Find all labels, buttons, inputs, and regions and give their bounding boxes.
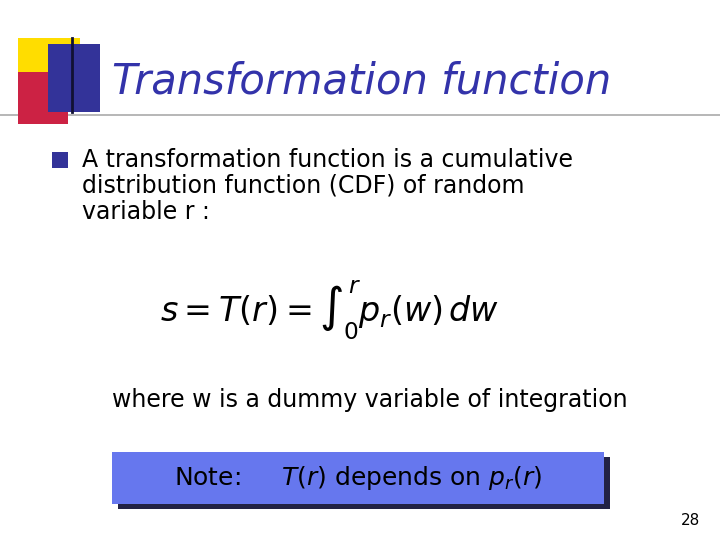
Bar	[18, 38, 80, 100]
Bar	[18, 72, 68, 124]
Text: $s = T(r) = \int_0^r p_r(w)\,dw$: $s = T(r) = \int_0^r p_r(w)\,dw$	[161, 278, 500, 342]
Text: variable r :: variable r :	[82, 200, 210, 224]
Bar	[118, 457, 610, 509]
Bar	[48, 44, 100, 112]
Bar	[112, 452, 604, 504]
Text: distribution function (CDF) of random: distribution function (CDF) of random	[82, 174, 524, 198]
Text: 28: 28	[680, 513, 700, 528]
Text: Transformation function: Transformation function	[112, 61, 611, 103]
Text: where w is a dummy variable of integration: where w is a dummy variable of integrati…	[112, 388, 628, 412]
Text: Note:     $T(r)$ depends on $p_r(r)$: Note: $T(r)$ depends on $p_r(r)$	[174, 464, 542, 492]
Text: A transformation function is a cumulative: A transformation function is a cumulativ…	[82, 148, 573, 172]
Bar	[52, 152, 68, 168]
